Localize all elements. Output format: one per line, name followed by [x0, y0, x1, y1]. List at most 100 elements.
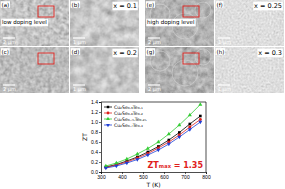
grain — [195, 2, 211, 18]
ring — [261, 71, 273, 83]
panel-caption: high doping level — [147, 19, 195, 26]
series-marker — [198, 102, 202, 105]
composition-label-bg — [112, 2, 137, 11]
composition-label: x = 0.25 — [254, 2, 282, 10]
scale-bar-label: 1 μm — [73, 86, 86, 93]
series-line — [106, 105, 201, 167]
legend-line — [104, 113, 112, 114]
image-panel: (h) x = 0.3 1 μm — [196, 26, 285, 116]
scale-bar-label: 2 μm — [148, 86, 161, 93]
panel-label-bg — [216, 48, 225, 55]
image-panel: (g) 2 μm — [145, 47, 214, 93]
panel-label: (a) — [2, 2, 10, 8]
y-axis-line — [99, 103, 102, 173]
y-tick: 1.4 — [91, 99, 101, 105]
ring — [217, 47, 253, 83]
y-tick: 0.0 — [91, 169, 101, 175]
ring — [215, 47, 262, 92]
grain-rings — [215, 0, 284, 46]
legend-label: Cu₂Se₀.₇₅Te₀.₂₅ — [114, 117, 147, 122]
series-marker — [146, 146, 150, 149]
ring — [243, 53, 284, 93]
ring — [231, 0, 284, 46]
y-tick-label: 0.4 — [91, 149, 98, 155]
y-tick-label: 1.2 — [91, 109, 98, 115]
x-axis-line — [102, 173, 207, 175]
y-tick-label: 1.4 — [91, 99, 98, 105]
grain-blobs — [150, 49, 211, 86]
image-panel: (b)x = 0.11 μm — [70, 0, 139, 46]
scale-bar-label: 2 μm — [3, 39, 16, 46]
ring — [252, 62, 282, 92]
ring — [215, 0, 259, 42]
legend-label: Cu₂Se₀.₈Te₀.₂ — [114, 111, 143, 116]
x-axis-title: T (K) — [145, 181, 160, 188]
ring — [255, 65, 279, 89]
sem-image — [70, 0, 139, 46]
grain-rings — [215, 47, 284, 93]
composition-label-bg — [112, 49, 137, 58]
scale-bar-label: 2 μm — [148, 39, 161, 46]
panel-label-bg — [146, 1, 155, 8]
y-tick-mark — [99, 102, 101, 103]
grain — [195, 49, 211, 65]
ring — [249, 12, 284, 46]
composition-label: x = 0.2 — [113, 49, 137, 57]
image-panel: (a)low doping level2 μm — [0, 0, 69, 46]
panel-label-bg — [1, 1, 10, 8]
x-tick: 400 — [118, 172, 127, 180]
x-tick-label: 400 — [118, 174, 127, 180]
panel-caption-bg — [1, 19, 48, 27]
x-tick-label: 600 — [160, 174, 169, 180]
x-axis: 300400500600700800 — [97, 172, 211, 180]
series-marker — [135, 152, 139, 155]
image-panel: (c) 2 μm — [0, 47, 69, 93]
y-axis-title: ZT — [81, 133, 88, 141]
series-marker — [198, 121, 202, 124]
series-marker — [167, 132, 171, 135]
y-tick-mark — [99, 162, 101, 163]
series-marker — [189, 123, 192, 126]
frame-right — [206, 102, 207, 172]
ring — [246, 56, 284, 93]
legend-label: Cu₂Se₀.₉Te₀.₁ — [114, 105, 143, 110]
y-tick: 1.0 — [91, 119, 101, 125]
x-tick: 800 — [202, 172, 211, 180]
annotation: ZTₘₐₓ = 1.35 — [147, 161, 203, 170]
ring — [228, 0, 284, 46]
legend-marker — [106, 117, 110, 120]
scale-bar-label: 1 μm — [218, 86, 231, 93]
legend-marker — [107, 112, 110, 115]
series-marker — [146, 154, 150, 157]
ring — [261, 24, 273, 36]
ring — [231, 47, 284, 93]
y-tick: 0.2 — [91, 159, 101, 165]
series-marker — [178, 131, 181, 134]
ring — [258, 68, 276, 86]
legend-line — [104, 107, 112, 108]
scale-bar-label: 2 μm — [3, 86, 16, 93]
x-tick: 500 — [139, 172, 148, 180]
ring — [246, 9, 284, 46]
composition-label: x = 0.3 — [258, 49, 282, 57]
ring — [240, 50, 284, 93]
panel-label: (c) — [2, 49, 9, 55]
ring — [264, 74, 270, 80]
y-tick-label: 0.6 — [91, 139, 98, 145]
y-tick-label: 0.0 — [91, 169, 98, 175]
y-tick-label: 1.0 — [91, 119, 98, 125]
y-tick: 0.6 — [91, 139, 101, 145]
scale-bar-label: 1 μm — [218, 39, 231, 46]
series-marker — [177, 136, 181, 139]
chart: 3004005006007008000.00.20.40.60.81.01.21… — [81, 99, 211, 188]
zoom-box — [38, 6, 54, 17]
y-tick-mark — [99, 132, 101, 133]
legend-marker — [106, 124, 110, 127]
ring — [252, 15, 282, 45]
panel-label: (f) — [217, 2, 223, 8]
panel-label: (g) — [147, 49, 155, 56]
panel-label: (h) — [217, 49, 225, 55]
ring — [234, 47, 284, 93]
ring — [217, 0, 253, 36]
ring — [243, 6, 284, 46]
